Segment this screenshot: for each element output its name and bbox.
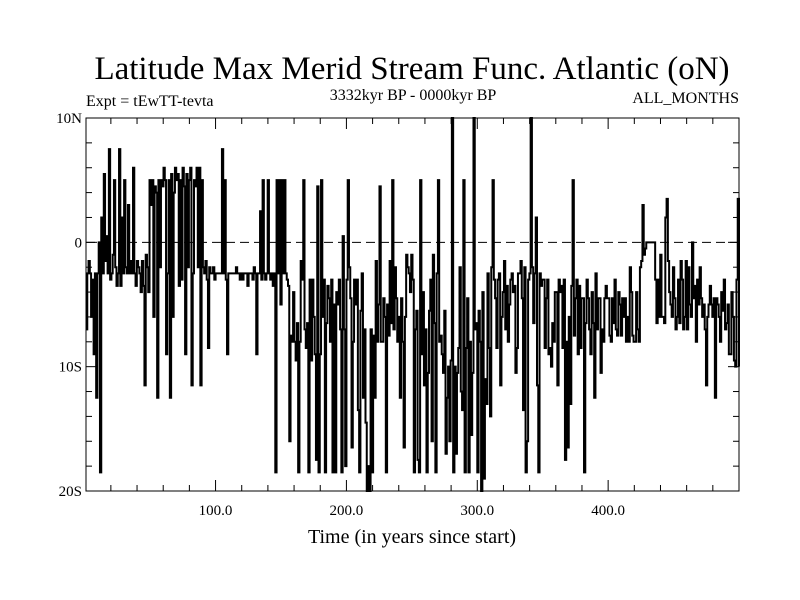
x-tick-label: 400.0: [591, 503, 625, 519]
chart-title: Latitude Max Merid Stream Func. Atlantic…: [94, 51, 729, 87]
x-tick-label: 100.0: [199, 503, 233, 519]
y-tick-label: 10S: [59, 360, 82, 376]
x-tick-label: 300.0: [460, 503, 494, 519]
y-tick-label: 0: [75, 235, 83, 251]
x-tick-label: 200.0: [330, 503, 364, 519]
time-range-subtitle: 3332kyr BP - 0000kyr BP: [330, 87, 497, 104]
x-axis-label: Time (in years since start): [308, 526, 516, 548]
y-tick-label: 10N: [56, 111, 82, 127]
experiment-label: Expt = tEwTT-tevta: [86, 93, 214, 110]
y-tick-label: 20S: [59, 484, 82, 500]
months-label: ALL_MONTHS: [632, 90, 739, 107]
plot-frame: [85, 117, 740, 492]
series-line-0: [86, 117, 740, 492]
